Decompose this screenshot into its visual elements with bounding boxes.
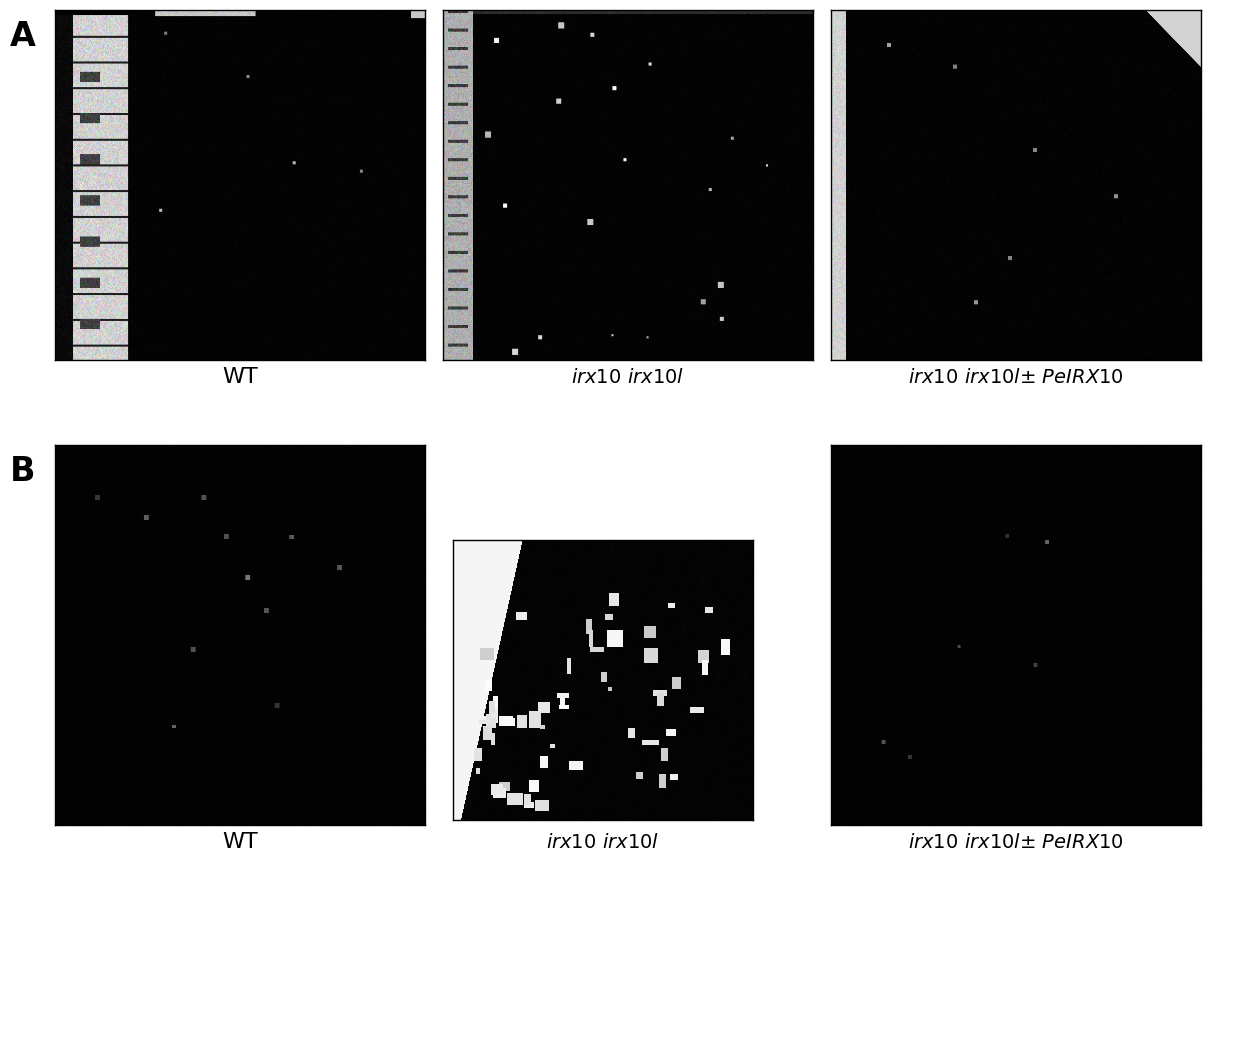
Text: B: B (10, 455, 36, 488)
Text: $\it{irx10\ irx10l}$$\pm$$\it{\ PeIRX10}$: $\it{irx10\ irx10l}$$\pm$$\it{\ PeIRX10}… (908, 833, 1123, 852)
Text: $\it{irx10\ irx10l}$$\pm$$\it{\ PeIRX10}$: $\it{irx10\ irx10l}$$\pm$$\it{\ PeIRX10}… (908, 368, 1123, 387)
Text: WT: WT (222, 832, 258, 852)
Text: $\it{irx10\ irx10l}$: $\it{irx10\ irx10l}$ (572, 368, 684, 387)
Text: WT: WT (222, 367, 258, 387)
Text: $\it{irx10\ irx10l}$: $\it{irx10\ irx10l}$ (547, 833, 660, 852)
Text: A: A (10, 20, 36, 53)
